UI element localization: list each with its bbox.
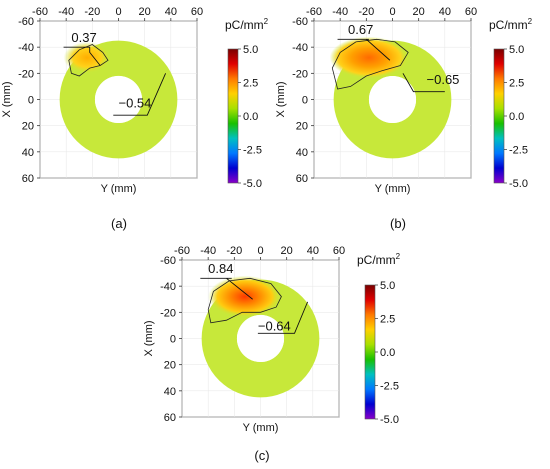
annotation-label-low: −0.64 xyxy=(258,319,291,334)
colorbar-tick-label: 0.0 xyxy=(243,111,258,123)
annotation-label-high: 0.84 xyxy=(208,261,233,276)
chart-panel-2: -60 -40 -20 0 20 40 60 -60 -40 -20 0 20 40 60 Y (mm) X … xyxy=(275,6,533,231)
x-tick-label: -20 xyxy=(226,245,242,257)
y-tick-label: -40 xyxy=(18,42,34,54)
annotation-leader-low xyxy=(113,73,167,116)
x-tick-label: 0 xyxy=(115,6,121,18)
chart-panel-1: -60 -40 -20 0 20 40 60 -60 -40 -20 0 20 40 60 Y (mm) X … xyxy=(1,6,269,231)
colorbar-tick-label: 5.0 xyxy=(509,44,524,56)
colorbar xyxy=(493,48,505,184)
y-axis-label: X (mm) xyxy=(275,81,287,117)
colorbar-unit-label: pC/mm2 xyxy=(357,252,401,267)
contour-line xyxy=(207,277,282,324)
y-tick-label: -20 xyxy=(18,68,34,80)
colorbar-tick-label: 2.5 xyxy=(380,314,395,326)
x-tick-label: -60 xyxy=(174,245,190,257)
hot-region xyxy=(208,275,282,318)
colorbar-unit-superscript: 2 xyxy=(528,17,533,26)
annotation-leader-low xyxy=(402,73,445,93)
colorbar-tick-label: -5.0 xyxy=(243,178,262,190)
y-tick-label: 0 xyxy=(170,334,176,346)
y-axis-label: X (mm) xyxy=(1,81,13,117)
x-tick-label: -40 xyxy=(58,6,74,18)
colorbar-tick-label: 2.5 xyxy=(509,78,524,90)
y-tick-label: -40 xyxy=(160,281,176,293)
colorbar-unit-superscript: 2 xyxy=(396,252,401,261)
x-tick-label: -60 xyxy=(306,6,322,18)
x-tick-label: 0 xyxy=(257,245,263,257)
colorbar-tick-label: 0.0 xyxy=(380,347,395,359)
colorbar-tick-label: 0.0 xyxy=(509,111,524,123)
colorbar xyxy=(227,48,239,184)
annotation-label-low: −0.65 xyxy=(427,72,460,87)
y-tick-label: 60 xyxy=(22,173,34,185)
annotation-leader-high xyxy=(200,277,253,300)
colorbar-unit-label: pC/mm2 xyxy=(489,17,533,32)
y-tick-label: -60 xyxy=(160,255,176,267)
y-tick-label: 0 xyxy=(28,95,34,107)
x-tick-label: 60 xyxy=(333,245,345,257)
x-axis-label: Y (mm) xyxy=(375,183,411,195)
annotation-leader-low xyxy=(257,301,309,334)
x-tick-label: 20 xyxy=(281,245,293,257)
hot-region xyxy=(329,36,409,79)
annotation-leader-high xyxy=(337,38,391,61)
x-axis-label: Y (mm) xyxy=(243,422,279,434)
annotation-label-high: 0.37 xyxy=(71,30,96,45)
colorbar-tick-label: -2.5 xyxy=(509,145,528,157)
x-tick-label: 40 xyxy=(165,6,177,18)
colorbar xyxy=(364,284,376,420)
y-tick-label: 40 xyxy=(164,386,176,398)
colorbar-tick-label: 5.0 xyxy=(380,280,395,292)
y-tick-label: -40 xyxy=(292,42,308,54)
y-tick-label: 60 xyxy=(164,412,176,424)
y-tick-label: -20 xyxy=(292,68,308,80)
x-tick-label: -40 xyxy=(200,245,216,257)
panel-caption: (c) xyxy=(254,448,269,463)
y-axis-label: X (mm) xyxy=(143,320,155,356)
x-tick-label: -40 xyxy=(332,6,348,18)
annulus-hole xyxy=(94,75,143,124)
annotation-label-high: 0.67 xyxy=(348,22,373,37)
x-tick-label: 60 xyxy=(191,6,203,18)
colorbar-tick-label: -2.5 xyxy=(380,381,399,393)
y-tick-label: 60 xyxy=(296,173,308,185)
chart-panel-3: -60 -40 -20 0 20 40 60 -60 -40 -20 0 20 40 60 Y (mm) X … xyxy=(143,245,401,463)
y-tick-label: 40 xyxy=(22,147,34,159)
colorbar-tick-label: 2.5 xyxy=(243,78,258,90)
x-tick-label: 60 xyxy=(465,6,477,18)
y-tick-label: 40 xyxy=(296,147,308,159)
y-tick-label: 20 xyxy=(164,360,176,372)
panel-caption: (b) xyxy=(390,216,406,231)
x-tick-label: 0 xyxy=(389,6,395,18)
contour-line xyxy=(331,38,409,90)
x-tick-label: -60 xyxy=(32,6,48,18)
x-tick-label: 40 xyxy=(307,245,319,257)
y-tick-label: -60 xyxy=(292,16,308,28)
x-tick-label: -20 xyxy=(358,6,374,18)
x-tick-label: -20 xyxy=(84,6,100,18)
colorbar-tick-label: -2.5 xyxy=(243,145,262,157)
y-tick-label: -20 xyxy=(160,307,176,319)
x-tick-label: 20 xyxy=(413,6,425,18)
annulus-hole xyxy=(236,314,285,363)
y-tick-label: 20 xyxy=(22,121,34,133)
annulus-hole xyxy=(368,75,417,124)
y-tick-label: -60 xyxy=(18,16,34,28)
colorbar-unit-superscript: 2 xyxy=(264,17,269,26)
annotation-label-low: −0.54 xyxy=(119,95,152,110)
x-tick-label: 40 xyxy=(439,6,451,18)
x-axis-label: Y (mm) xyxy=(101,183,137,195)
y-tick-label: 20 xyxy=(296,121,308,133)
annotation-leader-high xyxy=(63,46,101,66)
y-tick-label: 0 xyxy=(302,95,308,107)
colorbar-tick-label: -5.0 xyxy=(380,414,399,426)
colorbar-tick-label: -5.0 xyxy=(509,178,528,190)
x-tick-label: 20 xyxy=(139,6,151,18)
colorbar-unit-label: pC/mm2 xyxy=(225,17,269,32)
colorbar-tick-label: 5.0 xyxy=(243,44,258,56)
panel-caption: (a) xyxy=(111,216,127,231)
